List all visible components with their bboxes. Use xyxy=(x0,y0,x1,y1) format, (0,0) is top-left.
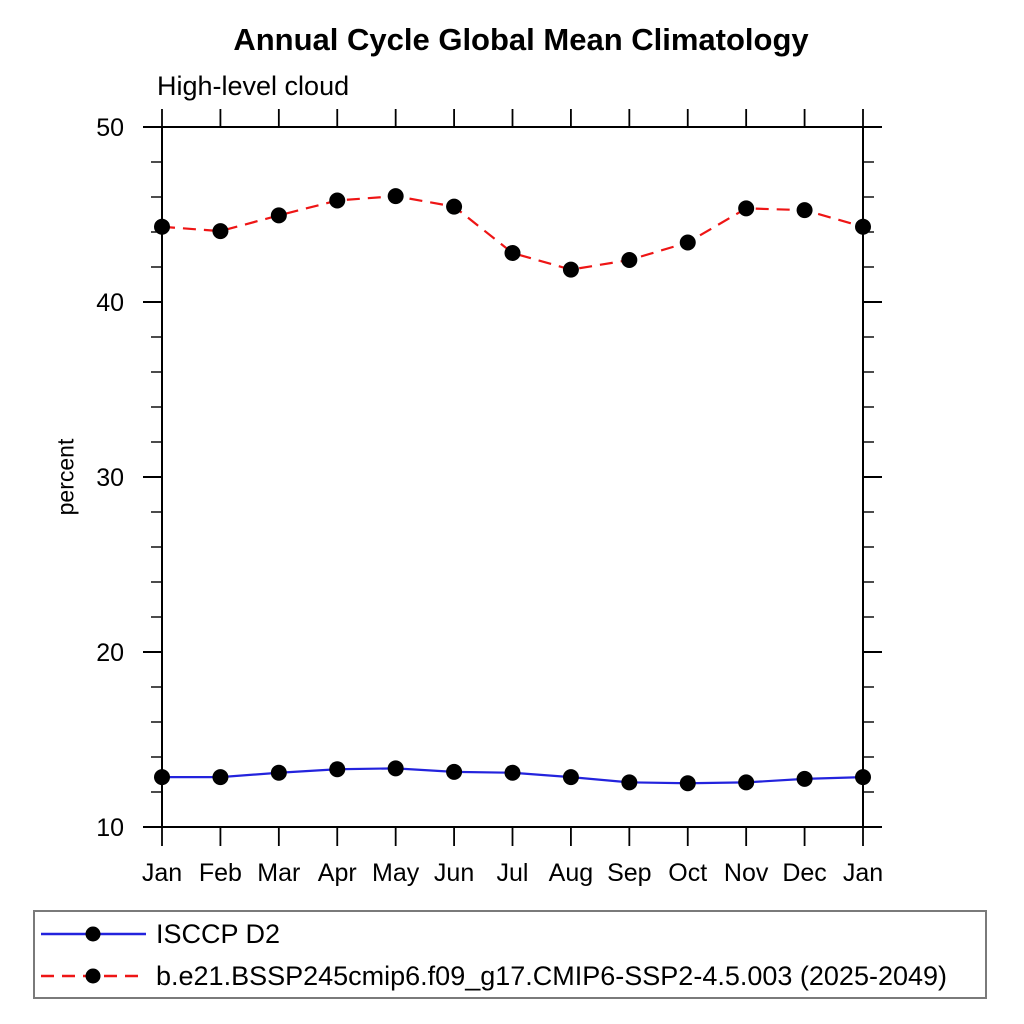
y-tick-label: 10 xyxy=(96,814,124,842)
series-markers-0 xyxy=(154,760,871,792)
data-point-marker xyxy=(270,207,287,224)
data-point-marker xyxy=(329,761,346,778)
data-point-marker xyxy=(329,192,346,209)
data-point-marker xyxy=(212,223,229,240)
data-point-marker xyxy=(387,760,404,777)
x-tick-label: Apr xyxy=(318,859,357,887)
data-point-marker xyxy=(738,200,755,217)
x-tick-label: Jul xyxy=(497,859,529,887)
y-tick-label: 40 xyxy=(96,289,124,317)
y-tick-labels: 10 20 30 40 50 xyxy=(96,114,124,842)
data-point-marker xyxy=(270,764,287,781)
data-point-marker xyxy=(796,202,813,219)
data-point-marker xyxy=(562,769,579,786)
data-point-marker xyxy=(738,774,755,791)
legend-item-model: b.e21.BSSP245cmip6.f09_g17.CMIP6-SSP2-4.… xyxy=(40,959,947,993)
series-markers-1 xyxy=(154,188,871,278)
plot-border xyxy=(161,126,864,828)
x-axis-ticks xyxy=(161,109,864,846)
legend-swatch-solid-line xyxy=(41,926,146,942)
data-point-marker xyxy=(855,218,871,235)
data-point-marker xyxy=(504,245,521,261)
legend-marker-circle-icon xyxy=(85,926,101,942)
x-tick-label: Jan xyxy=(843,859,883,887)
x-tick-label: May xyxy=(372,859,420,887)
x-tick-label: Dec xyxy=(782,859,826,887)
data-point-marker xyxy=(154,218,170,235)
y-tick-label: 20 xyxy=(96,639,124,667)
data-point-marker xyxy=(562,261,579,278)
data-point-marker xyxy=(621,774,638,791)
y-tick-label: 30 xyxy=(96,464,124,492)
legend-box: ISCCP D2 b.e21.BSSP245cmip6.f09_g17.CMIP… xyxy=(33,910,987,999)
y-axis-ticks xyxy=(143,126,882,828)
legend-label: b.e21.BSSP245cmip6.f09_g17.CMIP6-SSP2-4.… xyxy=(156,960,948,991)
data-point-marker xyxy=(679,234,696,251)
legend-label: ISCCP D2 xyxy=(156,918,281,949)
data-point-marker xyxy=(679,775,696,792)
data-point-marker xyxy=(855,769,871,786)
x-tick-label: Oct xyxy=(668,859,707,887)
data-point-marker xyxy=(446,198,463,215)
data-point-marker xyxy=(387,188,404,205)
x-tick-label: Sep xyxy=(607,859,651,887)
data-point-marker xyxy=(621,252,638,268)
data-point-marker xyxy=(212,769,229,786)
legend-item-isccp-d2: ISCCP D2 xyxy=(40,917,280,951)
data-point-marker xyxy=(154,769,170,786)
chart-title: Annual Cycle Global Mean Climatology xyxy=(233,22,809,57)
x-tick-label: Aug xyxy=(549,859,593,887)
x-tick-label: Mar xyxy=(257,859,300,887)
x-tick-label: Nov xyxy=(724,859,769,887)
data-point-marker xyxy=(446,763,463,780)
data-point-marker xyxy=(504,764,521,781)
data-point-marker xyxy=(796,770,813,787)
x-tick-label: Jun xyxy=(434,859,474,887)
y-tick-label: 50 xyxy=(96,114,124,142)
x-tick-label: Jan xyxy=(142,859,182,887)
legend-swatch-dashed-line xyxy=(41,968,146,984)
x-tick-label: Feb xyxy=(199,859,242,887)
legend-marker-circle-icon xyxy=(85,968,101,984)
chart-subtitle: High-level cloud xyxy=(157,71,350,101)
x-tick-labels: Jan Feb Mar Apr May Jun Jul Aug Sep Oct Nov Dec Jan xyxy=(142,859,883,887)
